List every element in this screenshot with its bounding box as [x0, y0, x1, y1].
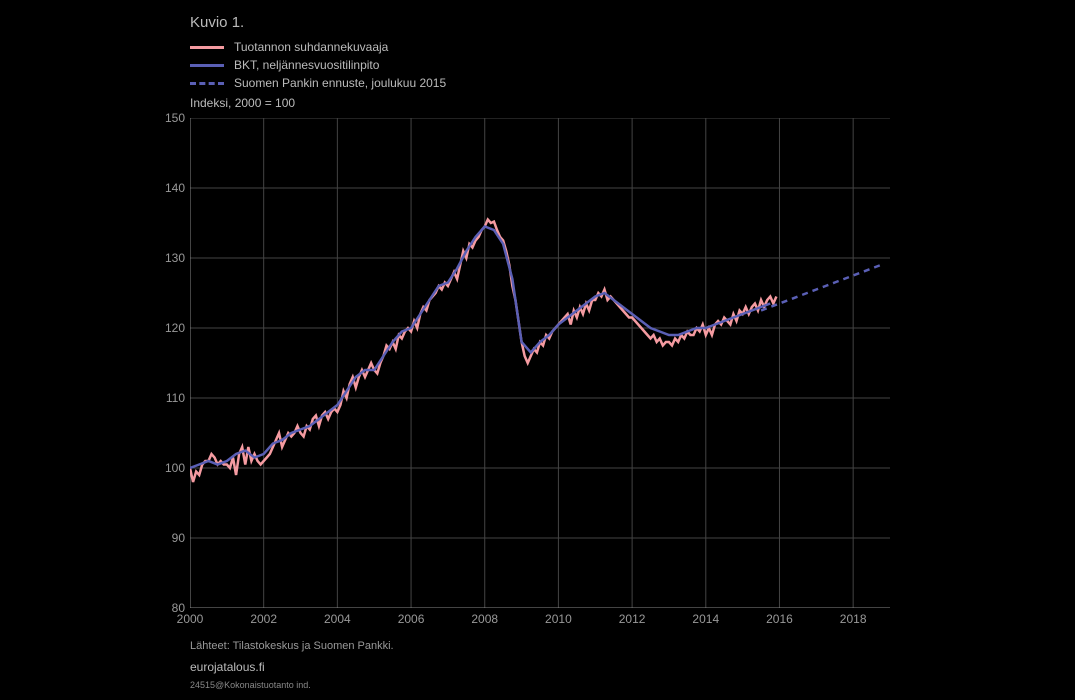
- legend-label: BKT, neljännesvuositilinpito: [234, 58, 379, 72]
- footnote-text: 24515@Kokonaistuotanto ind.: [190, 680, 311, 690]
- x-tick-label: 2006: [398, 612, 425, 626]
- legend-item: BKT, neljännesvuositilinpito: [190, 56, 446, 74]
- y-tick-label: 130: [165, 251, 185, 265]
- legend-item: Suomen Pankin ennuste, joulukuu 2015: [190, 74, 446, 92]
- y-axis-labels: 8090100110120130140150: [150, 118, 185, 608]
- y-tick-label: 110: [166, 391, 185, 405]
- y-tick-label: 120: [165, 321, 185, 335]
- chart-plot-area: [190, 118, 890, 608]
- x-tick-label: 2018: [840, 612, 867, 626]
- series-line-quarterly: [190, 227, 770, 469]
- chart-container: Kuvio 1. Tuotannon suhdannekuvaaja BKT, n…: [0, 0, 1075, 700]
- y-tick-label: 100: [165, 461, 185, 475]
- x-tick-label: 2002: [250, 612, 277, 626]
- legend-item: Tuotannon suhdannekuvaaja: [190, 38, 446, 56]
- y-axis-unit: Indeksi, 2000 = 100: [190, 96, 295, 110]
- y-tick-label: 150: [165, 111, 185, 125]
- legend-label: Suomen Pankin ennuste, joulukuu 2015: [234, 76, 446, 90]
- legend: Tuotannon suhdannekuvaaja BKT, neljännesv…: [190, 38, 446, 92]
- legend-label: Tuotannon suhdannekuvaaja: [234, 40, 388, 54]
- site-url: eurojatalous.fi: [190, 660, 265, 674]
- x-tick-label: 2010: [545, 612, 572, 626]
- x-tick-label: 2000: [177, 612, 204, 626]
- x-tick-label: 2016: [766, 612, 793, 626]
- x-tick-label: 2008: [471, 612, 498, 626]
- y-tick-label: 90: [172, 531, 185, 545]
- y-tick-label: 140: [165, 181, 185, 195]
- sources-text: Lähteet: Tilastokeskus ja Suomen Pankki.: [190, 640, 394, 652]
- chart-title: Kuvio 1.: [190, 14, 244, 31]
- x-tick-label: 2014: [692, 612, 719, 626]
- x-tick-label: 2012: [619, 612, 646, 626]
- x-tick-label: 2004: [324, 612, 351, 626]
